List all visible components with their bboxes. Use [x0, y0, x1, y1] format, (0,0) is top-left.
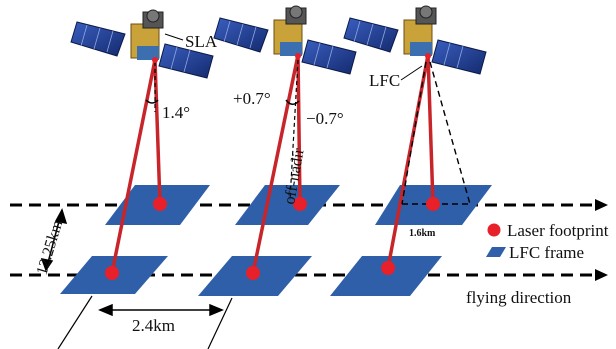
sla-leader-line	[164, 33, 184, 41]
laser-beam	[426, 53, 435, 206]
legend-frame-marker	[486, 247, 506, 257]
laser-beams	[110, 53, 435, 275]
cross-track-distance-label: 2.4km	[132, 316, 175, 335]
laser-beam	[153, 58, 162, 206]
lfc-frame	[235, 185, 340, 225]
lfc-frame	[330, 256, 442, 296]
laser-footprint	[426, 197, 440, 211]
cross-track-dimension	[98, 303, 224, 317]
laser-footprint	[246, 266, 260, 280]
legend-footprint-marker	[487, 223, 501, 237]
angle-minus-label: −0.7°	[306, 109, 344, 128]
sla-label: SLA	[185, 32, 218, 51]
arrow-head-lower	[595, 269, 608, 281]
nadir-lines	[154, 59, 299, 201]
satellite-icon	[343, 5, 487, 75]
laser-beam	[386, 53, 430, 270]
laser-footprint	[153, 197, 167, 211]
angle-plus-label: +0.7°	[233, 89, 271, 108]
legend: Laser footprint LFC frame	[486, 221, 609, 262]
laser-footprints	[105, 197, 440, 280]
arrow-head-upper	[595, 199, 608, 211]
along-track-distance-label: 12.25km	[34, 218, 67, 277]
legend-laser-footprint: Laser footprint	[507, 221, 609, 240]
extension-line	[207, 297, 233, 349]
flying-direction-label: flying direction	[466, 288, 572, 307]
lfc-label: LFC	[369, 71, 400, 90]
angle-arc	[145, 99, 159, 104]
legend-lfc-frame: LFC frame	[509, 243, 584, 262]
laser-footprint	[381, 261, 395, 275]
angle-sla-label: 1.4°	[162, 103, 190, 122]
laser-footprint	[105, 266, 119, 280]
satellite-icon	[70, 9, 214, 79]
laser-footprint	[293, 197, 307, 211]
laser-beam	[296, 53, 302, 206]
laser-beam	[110, 58, 157, 275]
along-track-dimension	[40, 208, 68, 272]
frame-size-label: 1.6km	[409, 228, 436, 239]
lfc-leader-line	[400, 65, 423, 81]
laser-beam	[251, 53, 300, 275]
angle-arc	[285, 99, 300, 105]
satellite-icon	[213, 5, 357, 75]
lfc-frames	[60, 185, 492, 296]
extension-line	[57, 295, 93, 349]
